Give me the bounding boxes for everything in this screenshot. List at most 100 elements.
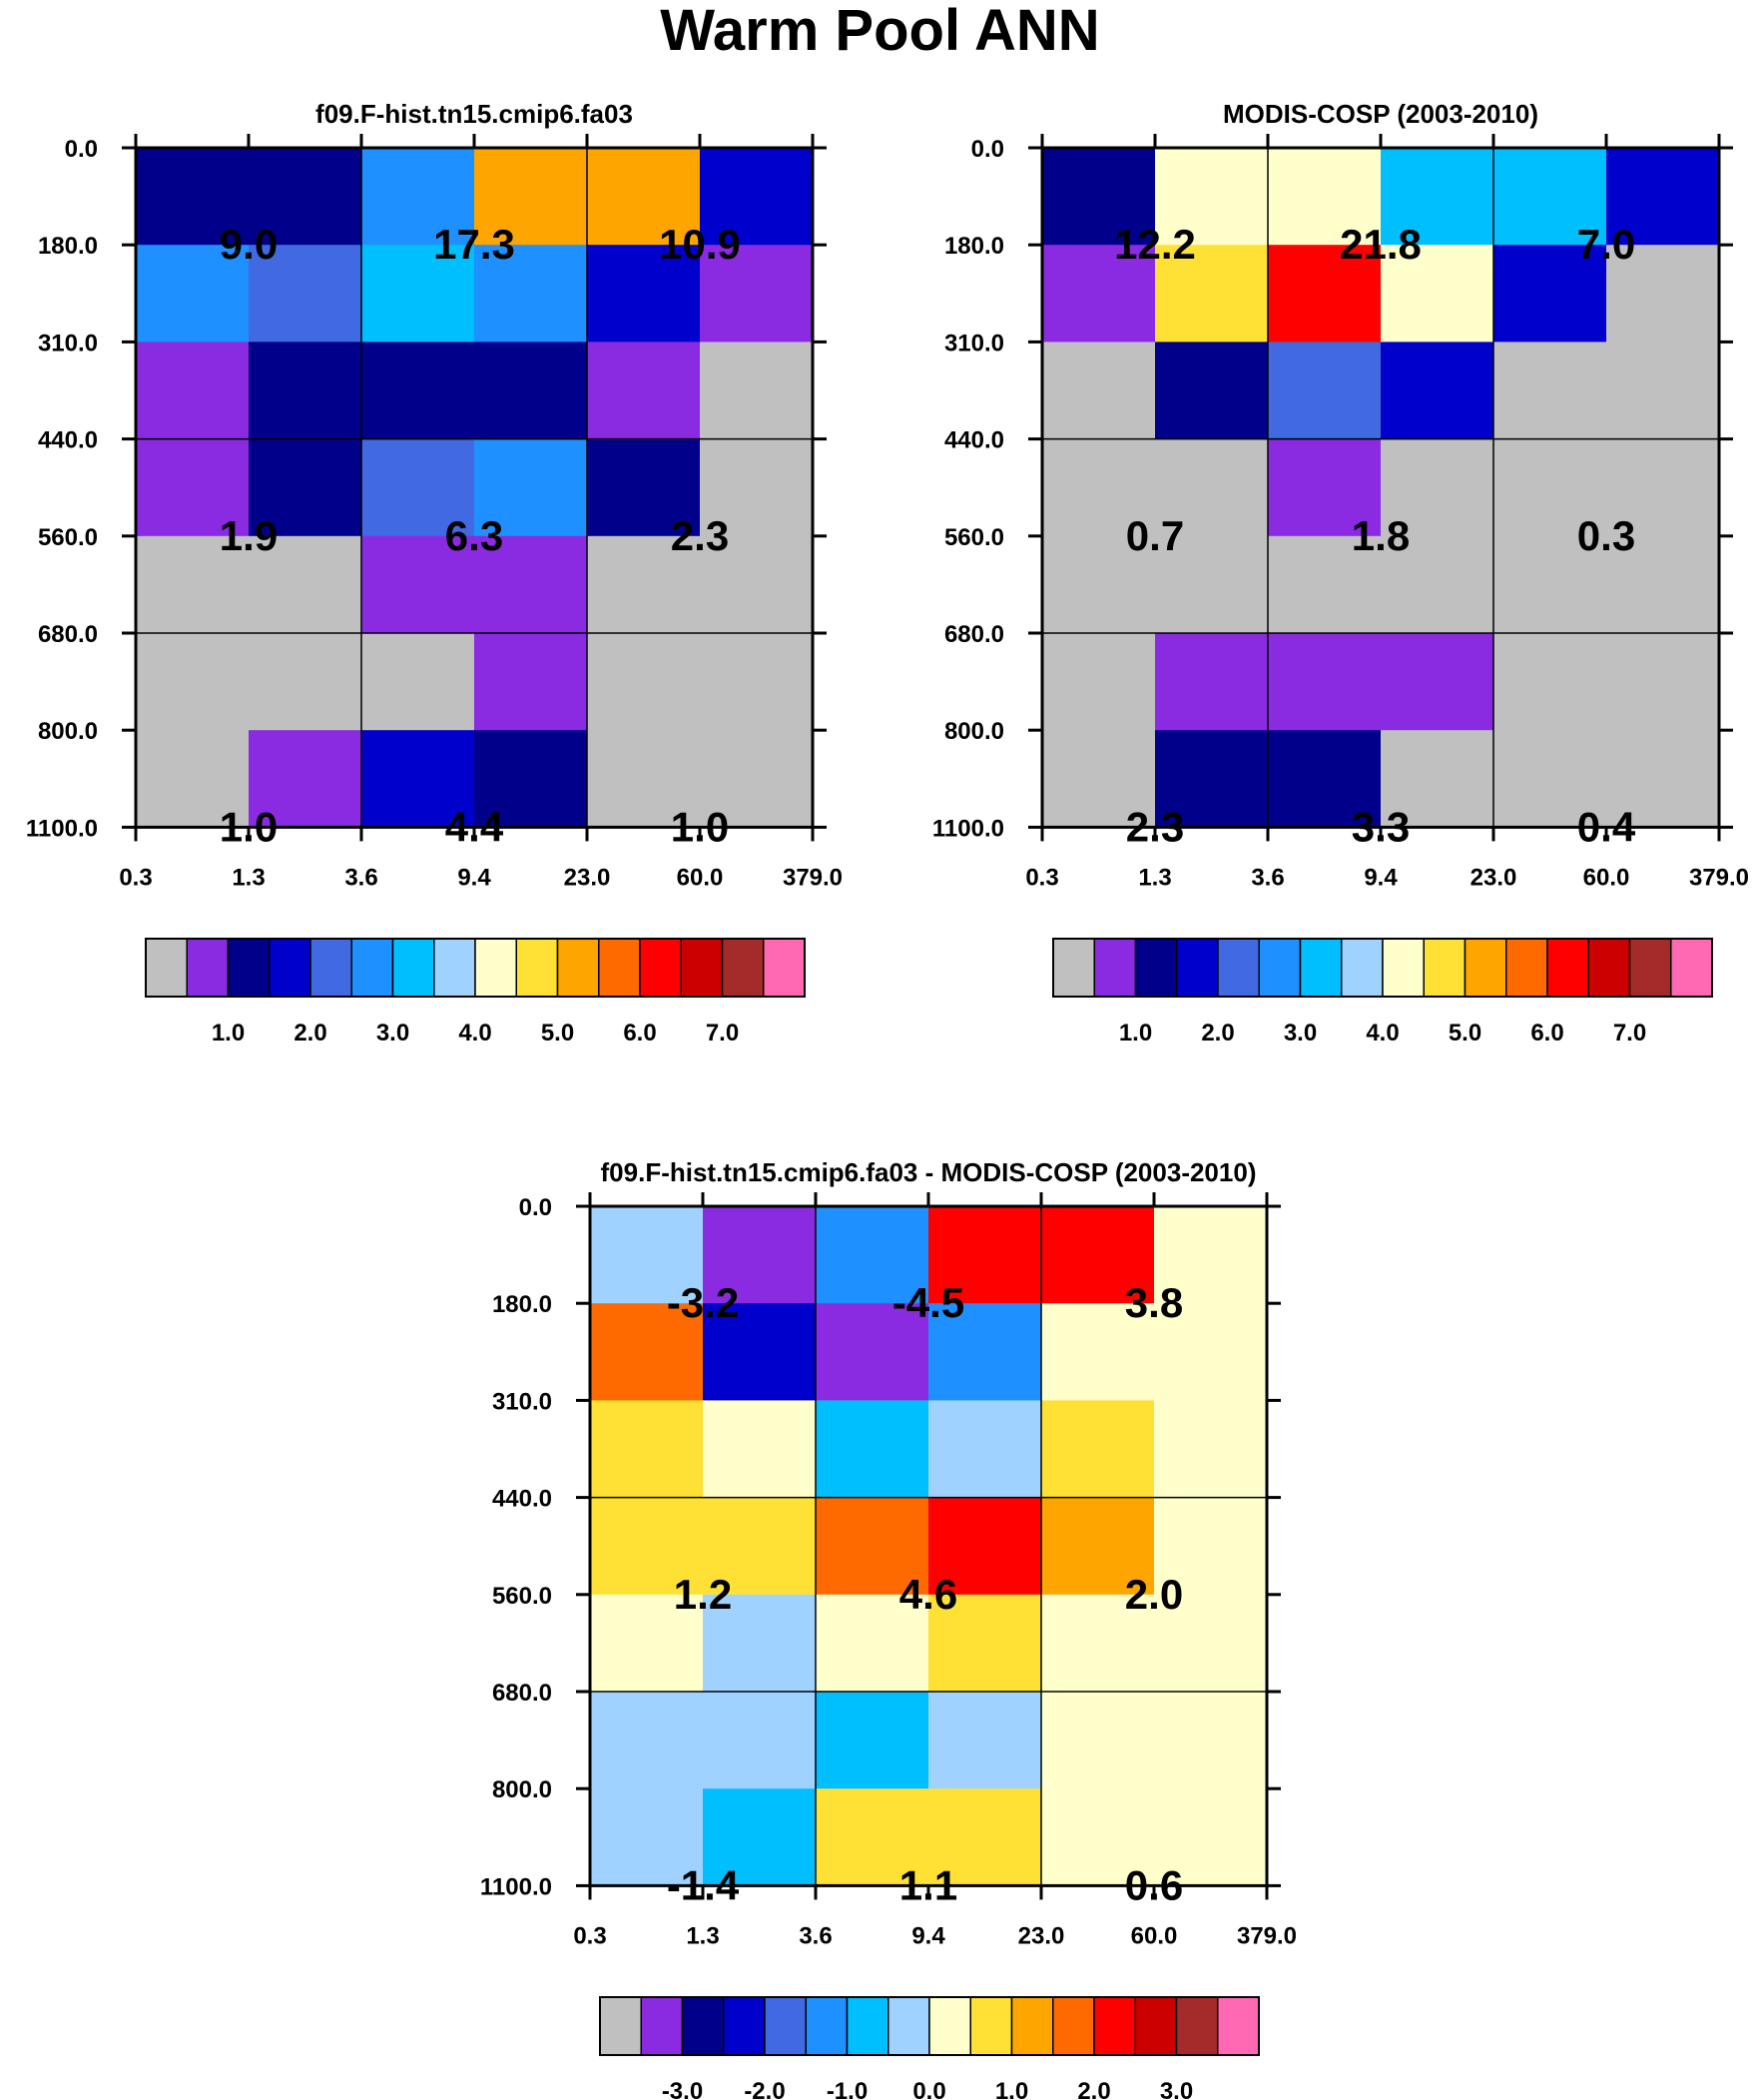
- group-value-label: 4.4: [445, 803, 504, 850]
- heatmap-cell: [928, 1692, 1042, 1789]
- heatmap-cell: [1381, 438, 1494, 537]
- heatmap-cell: [1268, 730, 1382, 828]
- heatmap-cell: [1493, 245, 1607, 343]
- colorbar-swatch: [1175, 1996, 1219, 2056]
- colorbar-label: -2.0: [744, 2078, 785, 2100]
- heatmap-cell: [1381, 535, 1494, 634]
- heatmap-cell: [928, 1400, 1042, 1499]
- colorbar-swatch: [764, 1996, 807, 2056]
- heatmap-cell: [1155, 633, 1269, 731]
- heatmap-cell: [1042, 535, 1156, 634]
- heatmap-cell: [816, 1497, 929, 1596]
- group-value-label: 7.0: [1577, 221, 1635, 268]
- y-tick-label: 310.0: [492, 1388, 552, 1415]
- panel-title: f09.F-hist.tn15.cmip6.fa03: [315, 99, 633, 129]
- colorbar-label: 0.0: [912, 2078, 945, 2100]
- heatmap-cell: [1042, 438, 1156, 537]
- heatmap-cell: [700, 148, 814, 246]
- heatmap-cell: [474, 535, 588, 634]
- x-tick-label: 0.3: [1025, 864, 1058, 891]
- heatmap-cell: [1493, 535, 1607, 634]
- colorbar-label: 4.0: [458, 1020, 491, 1047]
- heatmap-cell: [928, 1788, 1042, 1886]
- heatmap-cell: [703, 1788, 817, 1886]
- heatmap-cell: [1381, 245, 1494, 343]
- heatmap-cell: [249, 438, 362, 537]
- colorbar-swatch: [681, 1996, 725, 2056]
- heatmap-cell: [1606, 148, 1720, 246]
- colorbar-label: 1.0: [1119, 1020, 1152, 1047]
- y-tick-label: 1100.0: [26, 815, 98, 842]
- heatmap-cell: [587, 438, 701, 537]
- colorbar-swatch: [640, 1996, 684, 2056]
- x-tick-label: 23.0: [1470, 864, 1517, 891]
- colorbar-label: 2.0: [1077, 2078, 1110, 2100]
- y-tick-label: 440.0: [492, 1486, 552, 1513]
- heatmap-cell: [1268, 342, 1382, 440]
- heatmap-cell: [1154, 1692, 1268, 1789]
- heatmap-cell: [928, 1594, 1042, 1693]
- heatmap-cell: [1154, 1594, 1268, 1693]
- colorbar-swatch: [846, 1996, 889, 2056]
- heatmap-cell: [1606, 730, 1720, 828]
- colorbar-swatch: [227, 938, 271, 998]
- heatmap-cell: [590, 1788, 704, 1886]
- x-tick-label: 3.6: [799, 1922, 832, 1949]
- heatmap-cell: [1041, 1206, 1155, 1304]
- colorbar-swatch: [391, 938, 435, 998]
- heatmap-cell: [700, 535, 814, 634]
- x-tick-label: 379.0: [1237, 1922, 1297, 1949]
- y-tick-label: 0.0: [971, 136, 1004, 163]
- heatmap-cell: [1606, 342, 1720, 440]
- group-value-label: -3.2: [667, 1279, 739, 1326]
- colorbar-label: 1.0: [212, 1020, 245, 1047]
- colorbar-label: 6.0: [1530, 1020, 1563, 1047]
- group-value-label: 12.2: [1114, 221, 1196, 268]
- heatmap-cell: [928, 1206, 1042, 1304]
- heatmap-panel-3: f09.F-hist.tn15.cmip6.fa03 - MODIS-COSP …: [480, 1157, 1297, 2100]
- x-tick-label: 60.0: [677, 864, 724, 891]
- heatmap-cell: [1493, 148, 1607, 246]
- heatmap-cell: [1041, 1788, 1155, 1886]
- colorbar-swatch: [145, 938, 188, 998]
- heatmap-cell: [816, 1400, 929, 1499]
- colorbar-swatch: [1093, 938, 1137, 998]
- heatmap-cell: [1042, 730, 1156, 828]
- y-tick-label: 310.0: [38, 330, 98, 356]
- heatmap-cell: [590, 1497, 704, 1596]
- heatmap-cell: [1268, 148, 1382, 246]
- heatmap-cell: [136, 245, 250, 343]
- y-tick-label: 180.0: [38, 233, 98, 260]
- group-value-label: 10.9: [659, 221, 741, 268]
- heatmap-cell: [816, 1692, 929, 1789]
- heatmap-cell: [587, 245, 701, 343]
- heatmap-cell: [136, 148, 250, 246]
- colorbar-swatch: [599, 1996, 642, 2056]
- heatmap-cell: [136, 535, 250, 634]
- colorbar-swatch: [1093, 1996, 1136, 2056]
- heatmap-cell: [1381, 633, 1494, 731]
- heatmap-cell: [590, 1206, 704, 1304]
- colorbar-swatch: [474, 938, 517, 998]
- heatmap-cell: [249, 148, 362, 246]
- colorbar-swatch: [1670, 938, 1713, 998]
- heatmap-cell: [249, 535, 362, 634]
- heatmap-cell: [1042, 245, 1156, 343]
- colorbar-frame: [145, 938, 806, 998]
- group-value-label: 0.7: [1126, 512, 1184, 559]
- x-tick-label: 23.0: [1018, 1922, 1065, 1949]
- heatmap-cell: [1154, 1206, 1268, 1304]
- heatmap-cell: [136, 730, 250, 828]
- colorbar-label: 3.0: [1284, 1020, 1317, 1047]
- heatmap-cell: [361, 730, 475, 828]
- heatmap-cell: [361, 342, 475, 440]
- colorbar-label: 3.0: [376, 1020, 409, 1047]
- group-value-label: 1.8: [1352, 512, 1410, 559]
- y-tick-label: 1100.0: [932, 815, 1004, 842]
- heatmap-cell: [1041, 1692, 1155, 1789]
- group-value-label: 2.3: [671, 512, 729, 559]
- heatmap-cell: [1154, 1497, 1268, 1596]
- heatmap-cell: [474, 245, 588, 343]
- colorbar-swatch: [269, 938, 311, 998]
- heatmap-cell: [361, 633, 475, 731]
